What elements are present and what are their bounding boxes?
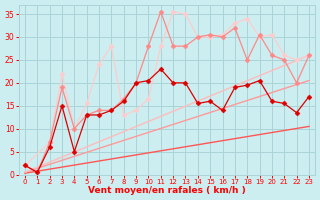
X-axis label: Vent moyen/en rafales ( km/h ): Vent moyen/en rafales ( km/h ) xyxy=(88,186,246,195)
